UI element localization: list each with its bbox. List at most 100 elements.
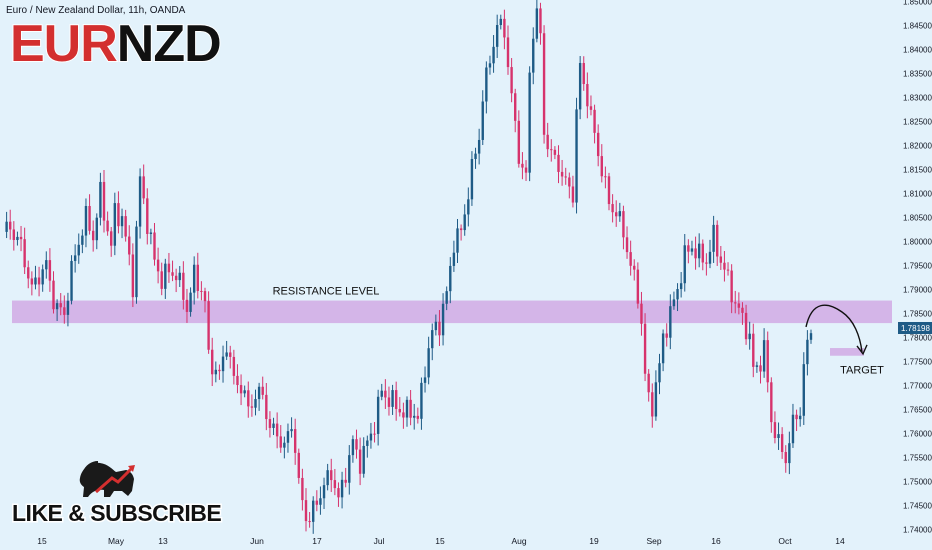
candle-body — [521, 163, 524, 168]
candle-body — [405, 399, 409, 418]
candle-body — [5, 221, 8, 232]
candle-body — [272, 423, 275, 428]
price-tick-label: 1.80500 — [903, 214, 932, 223]
candle-body — [470, 159, 474, 200]
candle-body — [124, 216, 127, 237]
candle-body — [755, 365, 759, 367]
candle-body — [135, 226, 138, 298]
candle-body — [658, 363, 661, 383]
last-price-label: 1.78198 — [901, 324, 930, 333]
candle-body — [770, 382, 773, 423]
candle-body — [117, 203, 120, 227]
candle-body — [752, 333, 755, 367]
candle-body — [156, 259, 160, 272]
candle-body — [557, 154, 560, 172]
candle-body — [149, 232, 153, 234]
candle-body — [185, 299, 189, 312]
candle-body — [200, 290, 203, 292]
candle-body — [629, 252, 632, 266]
candle-body — [661, 333, 665, 364]
target-zone — [830, 348, 864, 356]
price-axis[interactable]: 1.85000 1.84500 1.84000 1.83500 1.83000 1.825… — [896, 0, 932, 550]
candle-body — [394, 390, 398, 410]
candle-body — [517, 120, 521, 164]
candle-body — [665, 333, 668, 338]
candle-body — [70, 260, 73, 301]
price-tick-label: 1.85000 — [903, 0, 932, 7]
candle-body — [734, 302, 737, 304]
candle-body — [762, 340, 766, 372]
candle-body — [203, 291, 207, 302]
candle-body — [138, 176, 142, 227]
candle-body — [593, 109, 596, 133]
candle-body — [788, 443, 791, 464]
candle-body — [434, 321, 438, 331]
candle-body — [560, 171, 564, 177]
candle-body — [279, 436, 282, 448]
price-tick-label: 1.82000 — [903, 142, 932, 151]
price-tick-label: 1.80000 — [903, 238, 932, 247]
candle-body — [431, 330, 434, 349]
candle-body — [611, 204, 614, 213]
candle-body — [229, 352, 232, 357]
candle-body — [535, 8, 539, 39]
candle-body — [708, 251, 712, 264]
arrow-head — [856, 344, 868, 356]
candle-body — [485, 67, 488, 102]
candle-body — [589, 106, 593, 110]
time-tick-label: 19 — [589, 536, 599, 546]
candle-body — [550, 149, 553, 151]
candle-body — [88, 206, 91, 231]
candle-body — [441, 303, 445, 336]
candle-body — [780, 434, 784, 452]
candle-body — [575, 109, 578, 203]
symbol-header: Euro / New Zealand Dollar, 11h, OANDA — [6, 5, 186, 16]
candle-body — [467, 199, 470, 215]
candle-body — [102, 181, 106, 221]
arrow-curve — [805, 304, 863, 352]
candle-body — [449, 265, 452, 292]
candle-body — [712, 224, 715, 252]
candle-body — [477, 139, 481, 154]
candle-body — [452, 252, 456, 266]
candle-body — [730, 270, 733, 303]
candle-body — [683, 245, 686, 284]
candle-body — [52, 280, 55, 310]
candle-body — [697, 243, 701, 259]
resistance-label: RESISTANCE LEVEL — [273, 286, 380, 298]
candle-body — [528, 72, 531, 173]
bull-trend-arrow — [95, 466, 134, 494]
candle-body — [120, 216, 124, 227]
candle-body — [387, 397, 391, 407]
candle-body — [160, 271, 163, 289]
candle-body — [578, 63, 582, 110]
price-tick-label: 1.83000 — [903, 94, 932, 103]
bull-trend-arrowhead — [128, 465, 135, 472]
candle-body — [153, 232, 156, 260]
candle-body — [23, 239, 26, 268]
candle-body — [654, 382, 658, 417]
price-tick-label: 1.84000 — [903, 46, 932, 55]
price-tick-label: 1.79500 — [903, 262, 932, 271]
candle-body — [312, 500, 315, 522]
candle-body — [582, 63, 585, 85]
like-subscribe-banner[interactable]: LIKE & SUBSCRIBE — [10, 499, 223, 528]
candle-body — [690, 248, 694, 252]
candle-body — [423, 377, 427, 383]
candle-body — [340, 479, 344, 498]
candle-body — [459, 228, 463, 231]
price-tick-label: 1.76000 — [903, 430, 932, 439]
candle-body — [326, 470, 329, 486]
time-tick-label: 15 — [435, 536, 445, 546]
price-tick-label: 1.83500 — [903, 70, 932, 79]
time-tick-label: Jun — [250, 536, 264, 546]
candle-body — [373, 433, 376, 435]
candle-body — [236, 375, 239, 386]
candle-body — [146, 198, 149, 234]
candle-body — [12, 229, 16, 241]
time-axis[interactable]: 15 May 13 Jun 17 Jul 15 Aug 19 Sep 16 Oct 14 — [37, 536, 845, 546]
target-label: TARGET — [840, 365, 884, 377]
candle-body — [376, 396, 380, 434]
candle-body — [164, 263, 167, 289]
